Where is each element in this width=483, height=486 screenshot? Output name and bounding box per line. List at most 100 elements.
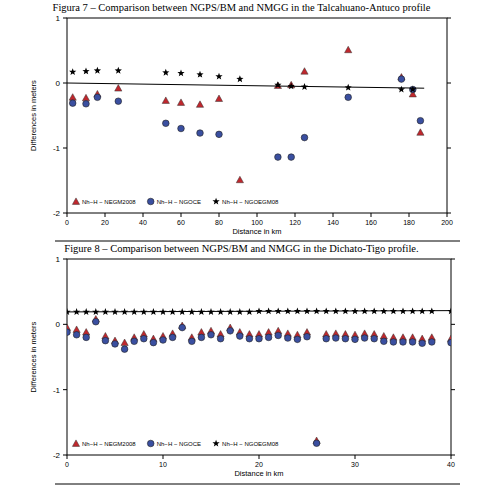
point <box>227 328 234 335</box>
trend-line <box>67 311 451 312</box>
point <box>265 334 272 341</box>
y-tick <box>451 389 455 390</box>
y-tick <box>63 455 67 456</box>
x-tick-label: 180 <box>403 219 415 226</box>
x-tick <box>67 455 68 459</box>
x-tick-label: 80 <box>215 219 223 226</box>
point <box>237 333 244 340</box>
caption: Figura 7 – Comparison between NGPS/BM an… <box>53 2 431 13</box>
point <box>177 99 184 105</box>
rule <box>55 241 460 242</box>
y-tick <box>63 148 67 149</box>
point <box>361 335 368 342</box>
point <box>150 339 157 346</box>
x-tick <box>163 455 164 459</box>
rule <box>55 484 460 485</box>
x-tick-label: 20 <box>101 219 109 226</box>
x-tick <box>181 213 182 217</box>
point <box>189 338 196 345</box>
y-tick <box>63 83 67 84</box>
legend-label: Nh−H − NGOCE <box>157 441 201 447</box>
y-tick <box>451 324 455 325</box>
point <box>93 318 100 325</box>
point <box>398 86 405 93</box>
chart: Figure 8 – Comparison between NGPS/BM an… <box>29 243 460 484</box>
x-tick-label: 40 <box>139 219 147 226</box>
plot-area <box>67 46 424 182</box>
point <box>121 339 128 345</box>
point <box>345 94 352 101</box>
legend-marker <box>212 198 219 205</box>
point <box>371 335 378 342</box>
point <box>304 333 311 340</box>
legend-label: Nh−H − NGOCE <box>157 199 201 205</box>
point <box>345 46 352 52</box>
x-tick-label: 0 <box>65 219 69 226</box>
y-tick <box>63 389 67 390</box>
point <box>197 130 204 137</box>
point <box>196 101 203 107</box>
y-tick <box>63 18 67 19</box>
x-tick <box>105 213 106 217</box>
trend-line <box>67 83 424 88</box>
point <box>69 94 76 100</box>
x-tick-label: 100 <box>251 219 263 226</box>
point <box>112 341 119 348</box>
point <box>274 81 281 88</box>
point <box>69 68 76 75</box>
x-tick <box>143 213 144 217</box>
y-tick <box>451 455 455 456</box>
point <box>381 338 388 345</box>
point <box>409 339 416 346</box>
legend: Nh−H − NEGM2008Nh−H − NGOCENh−H − NGOEGM… <box>72 198 279 205</box>
point <box>390 339 397 346</box>
point <box>215 73 222 80</box>
point <box>162 97 169 103</box>
y-tick <box>63 324 67 325</box>
legend: Nh−H − NEGM2008Nh−H − NGOCENh−H − NGOEGM… <box>72 440 279 447</box>
x-tick <box>371 213 372 217</box>
x-tick <box>295 213 296 217</box>
y-tick-label: 0 <box>56 79 61 88</box>
point <box>215 95 222 101</box>
point <box>285 335 292 342</box>
point <box>83 334 90 341</box>
x-tick-label: 20 <box>255 461 263 468</box>
y-tick <box>447 18 451 19</box>
point <box>294 336 301 343</box>
point <box>160 337 167 344</box>
x-tick-label: 10 <box>159 461 167 468</box>
x-tick <box>257 213 258 217</box>
point <box>274 82 281 88</box>
point <box>94 94 101 101</box>
figure: Figura 7 – Comparison between NGPS/BM an… <box>0 0 483 486</box>
point <box>275 154 282 161</box>
plot-frame <box>67 259 451 455</box>
y-tick-label: -1 <box>53 144 61 153</box>
point <box>246 335 253 342</box>
point <box>333 335 340 342</box>
point <box>419 340 426 347</box>
legend-marker <box>212 440 219 447</box>
legend-marker <box>147 440 154 447</box>
point <box>313 440 320 447</box>
x-tick-label: 30 <box>351 461 359 468</box>
point <box>417 129 424 135</box>
point <box>83 101 90 108</box>
x-axis-label: Distance in km <box>232 227 281 236</box>
point <box>417 117 424 124</box>
caption: Figure 8 – Comparison between NGPS/BM an… <box>64 243 418 254</box>
y-tick-label: -1 <box>53 386 61 395</box>
x-tick-label: 160 <box>365 219 377 226</box>
x-axis-label: Distance in km <box>234 469 283 478</box>
y-tick-label: 1 <box>56 255 61 264</box>
point <box>179 324 186 331</box>
point <box>256 335 263 342</box>
point <box>236 75 243 82</box>
y-tick <box>447 148 451 149</box>
x-tick-label: 40 <box>447 461 455 468</box>
point <box>115 67 122 74</box>
point <box>196 71 203 78</box>
point <box>275 332 282 339</box>
point <box>301 68 308 74</box>
